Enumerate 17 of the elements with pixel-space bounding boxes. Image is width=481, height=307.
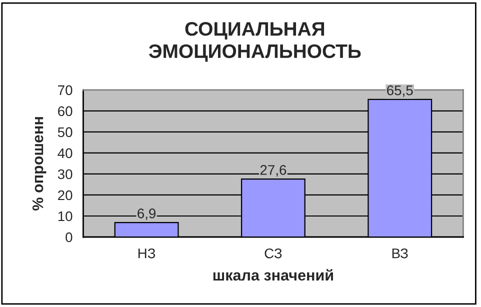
y-tick-label: 50 <box>58 127 72 138</box>
data-label: 6,9 <box>138 208 156 220</box>
y-axis-title: % опрошенн <box>32 117 46 210</box>
y-tick-label: 70 <box>58 85 72 96</box>
y-tick-label: 0 <box>66 232 72 242</box>
y-tick-label: 40 <box>58 148 72 158</box>
x-tick-label: СЗ <box>264 248 282 258</box>
data-label: 27,6 <box>260 165 286 177</box>
y-tick-label: 10 <box>58 211 72 222</box>
x-axis-title: шкала значений <box>213 269 333 281</box>
x-tick-label: НЗ <box>138 248 156 258</box>
chart-title: СОЦИАЛЬНАЯ ЭМОЦИОНАЛЬНОСТЬ <box>148 22 361 62</box>
y-tick-label: 60 <box>58 106 72 116</box>
x-tick-label: ВЗ <box>392 248 408 258</box>
data-label: 65,5 <box>387 85 413 97</box>
y-tick-label: 20 <box>58 190 72 200</box>
y-tick-label: 30 <box>58 169 72 180</box>
